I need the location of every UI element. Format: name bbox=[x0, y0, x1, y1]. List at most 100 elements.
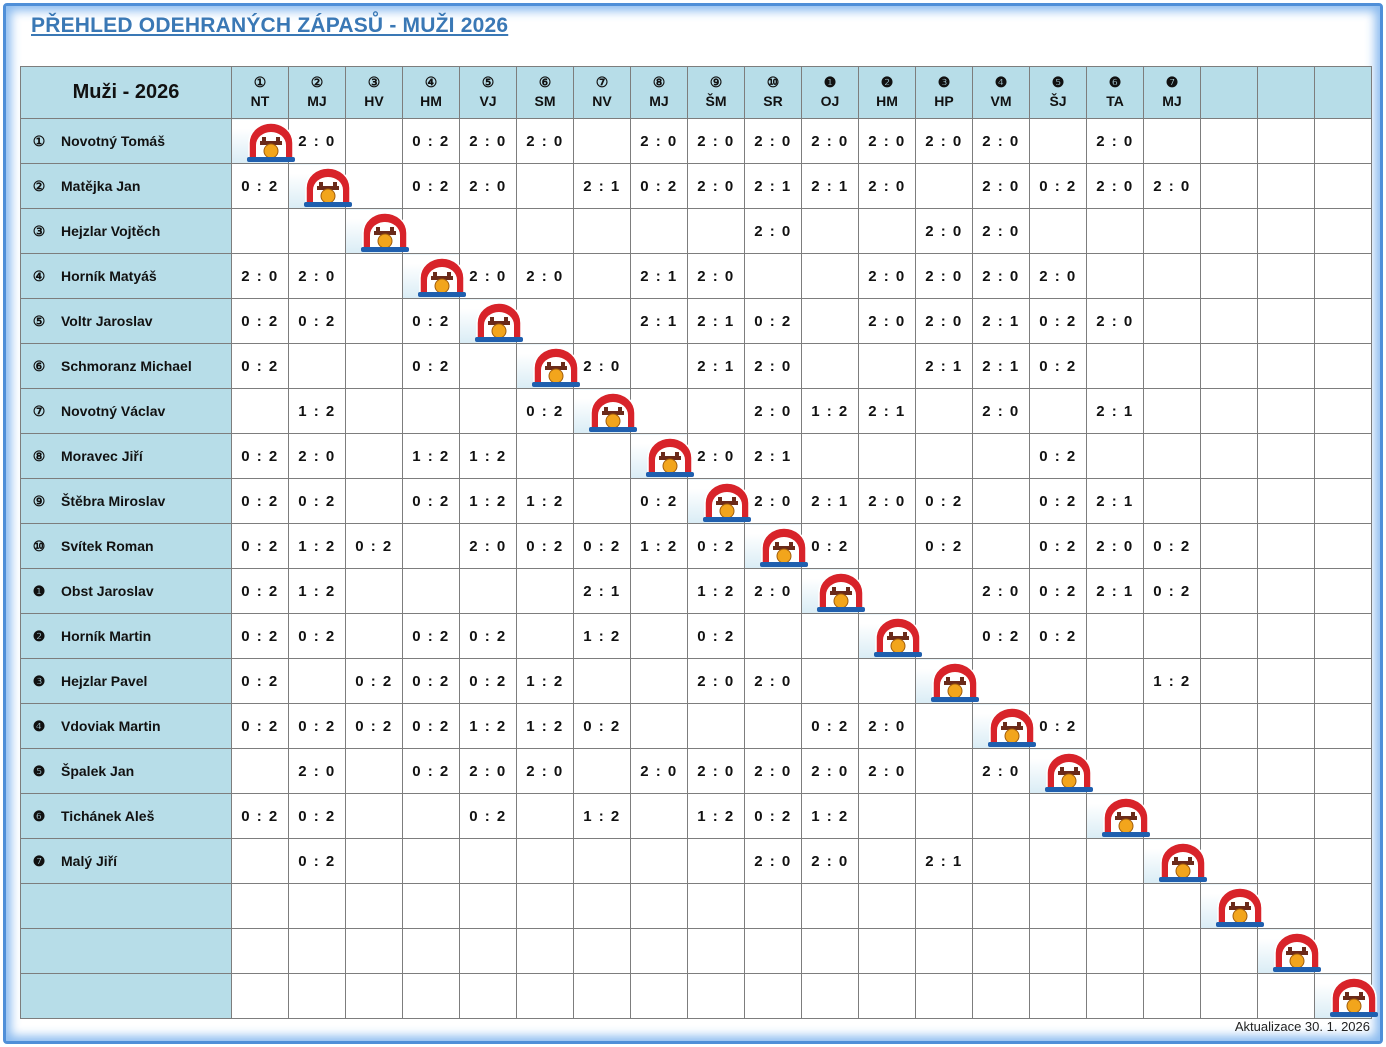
result-cell: 0 : 2 bbox=[915, 523, 973, 569]
result-cell bbox=[516, 613, 574, 659]
result-cell: 2 : 1 bbox=[858, 388, 916, 434]
table-row: ❼ Malý Jiří 0 : 2 2 : 0 2 : 0 2 : 1 bbox=[20, 838, 1372, 884]
result-cell bbox=[573, 478, 631, 524]
player-number: ④ bbox=[32, 267, 46, 284]
result-cell bbox=[1143, 703, 1201, 749]
result-cell bbox=[858, 973, 916, 1019]
table-corner-label: Muži - 2026 bbox=[20, 66, 232, 119]
result-cell bbox=[231, 883, 289, 929]
column-number bbox=[1201, 73, 1257, 91]
result-cell bbox=[1200, 793, 1258, 839]
result-cell bbox=[858, 523, 916, 569]
result-cell bbox=[1257, 748, 1315, 794]
match-score: 0 : 2 bbox=[412, 357, 450, 375]
result-cell: 2 : 0 bbox=[231, 253, 289, 299]
result-cell bbox=[1257, 613, 1315, 659]
result-cell bbox=[744, 883, 802, 929]
match-score: 2 : 0 bbox=[754, 762, 792, 780]
result-cell: 2 : 0 bbox=[972, 208, 1030, 254]
result-cell bbox=[231, 928, 289, 974]
result-cell bbox=[1200, 703, 1258, 749]
match-score: 2 : 0 bbox=[469, 177, 507, 195]
match-score: 2 : 0 bbox=[868, 177, 906, 195]
result-cell bbox=[801, 928, 859, 974]
column-abbreviation: ŠM bbox=[705, 93, 727, 109]
match-score: 2 : 0 bbox=[697, 177, 735, 195]
match-score: 2 : 0 bbox=[982, 222, 1020, 240]
column-abbreviation: SR bbox=[763, 93, 783, 109]
result-cell bbox=[516, 568, 574, 614]
table-row: ❹ Vdoviak Martin 0 : 2 0 : 2 0 : 2 0 : 2 1 : 2… bbox=[20, 703, 1372, 749]
result-cell bbox=[801, 883, 859, 929]
result-cell: 2 : 1 bbox=[630, 298, 688, 344]
result-cell bbox=[744, 928, 802, 974]
results-body: ① Novotný Tomáš 2 : 0 0 : 2 2 : 0 2 : 0 2 : 0 2… bbox=[20, 118, 1378, 1019]
match-score: 0 : 2 bbox=[241, 312, 279, 330]
result-cell: 1 : 2 bbox=[1143, 658, 1201, 704]
match-score: 0 : 2 bbox=[298, 717, 336, 735]
table-row: ⑥ Schmoranz Michael 0 : 2 0 : 2 2 : 0 2 : 1 2 … bbox=[20, 343, 1372, 389]
result-cell: 2 : 0 bbox=[1029, 253, 1087, 299]
result-cell: 0 : 2 bbox=[402, 613, 460, 659]
result-cell bbox=[1200, 928, 1258, 974]
result-cell bbox=[1200, 568, 1258, 614]
match-score: 0 : 2 bbox=[412, 132, 450, 150]
result-cell: 0 : 2 bbox=[345, 658, 403, 704]
result-cell: 2 : 0 bbox=[744, 208, 802, 254]
result-cell: 2 : 0 bbox=[972, 118, 1030, 164]
column-abbreviation: HM bbox=[420, 93, 442, 109]
match-score: 0 : 2 bbox=[241, 672, 279, 690]
result-cell bbox=[459, 343, 517, 389]
match-score: 2 : 0 bbox=[469, 537, 507, 555]
column-number: ② bbox=[310, 74, 324, 90]
column-abbreviation: HP bbox=[934, 93, 954, 109]
column-number: ❼ bbox=[1165, 74, 1179, 90]
result-cell: 0 : 2 bbox=[1029, 433, 1087, 479]
result-cell bbox=[345, 748, 403, 794]
result-cell bbox=[1257, 478, 1315, 524]
match-score: 0 : 2 bbox=[811, 537, 849, 555]
match-score: 2 : 0 bbox=[925, 267, 963, 285]
result-cell bbox=[459, 928, 517, 974]
player-cell: ⑧ Moravec Jiří bbox=[20, 433, 232, 479]
player-name: Hejzlar Vojtěch bbox=[61, 222, 161, 239]
column-abbreviation: NV bbox=[592, 93, 612, 109]
result-cell bbox=[1143, 928, 1201, 974]
result-cell bbox=[345, 883, 403, 929]
result-cell: 2 : 0 bbox=[801, 838, 859, 884]
player-name: Voltr Jaroslav bbox=[61, 312, 153, 329]
result-cell bbox=[630, 208, 688, 254]
match-score: 0 : 2 bbox=[754, 807, 792, 825]
result-cell: 2 : 0 bbox=[744, 118, 802, 164]
result-cell bbox=[801, 298, 859, 344]
result-cell: 2 : 0 bbox=[573, 343, 631, 389]
column-number: ❺ bbox=[1051, 74, 1065, 90]
result-cell: 2 : 0 bbox=[915, 118, 973, 164]
result-cell bbox=[1143, 343, 1201, 389]
result-cell bbox=[1314, 343, 1372, 389]
result-cell: 2 : 0 bbox=[516, 748, 574, 794]
result-cell: 0 : 2 bbox=[231, 163, 289, 209]
match-score: 2 : 0 bbox=[811, 852, 849, 870]
match-score: 2 : 0 bbox=[754, 852, 792, 870]
match-score: 2 : 1 bbox=[697, 357, 735, 375]
result-cell bbox=[1200, 163, 1258, 209]
player-name: Malý Jiří bbox=[61, 852, 118, 869]
result-cell: 2 : 0 bbox=[972, 748, 1030, 794]
result-cell bbox=[1314, 118, 1372, 164]
player-name: Matějka Jan bbox=[61, 177, 141, 194]
column-header bbox=[1314, 66, 1372, 119]
result-cell: 0 : 2 bbox=[402, 118, 460, 164]
player-cell: ❹ Vdoviak Martin bbox=[20, 703, 232, 749]
result-cell bbox=[972, 523, 1030, 569]
result-cell bbox=[1200, 388, 1258, 434]
result-cell: 0 : 2 bbox=[801, 703, 859, 749]
result-cell bbox=[1143, 208, 1201, 254]
result-cell: 0 : 2 bbox=[231, 568, 289, 614]
player-cell bbox=[20, 883, 232, 929]
result-cell bbox=[1314, 253, 1372, 299]
result-cell bbox=[573, 883, 631, 929]
result-cell bbox=[1143, 298, 1201, 344]
player-cell: ⑥ Schmoranz Michael bbox=[20, 343, 232, 389]
result-cell: 2 : 0 bbox=[288, 253, 346, 299]
